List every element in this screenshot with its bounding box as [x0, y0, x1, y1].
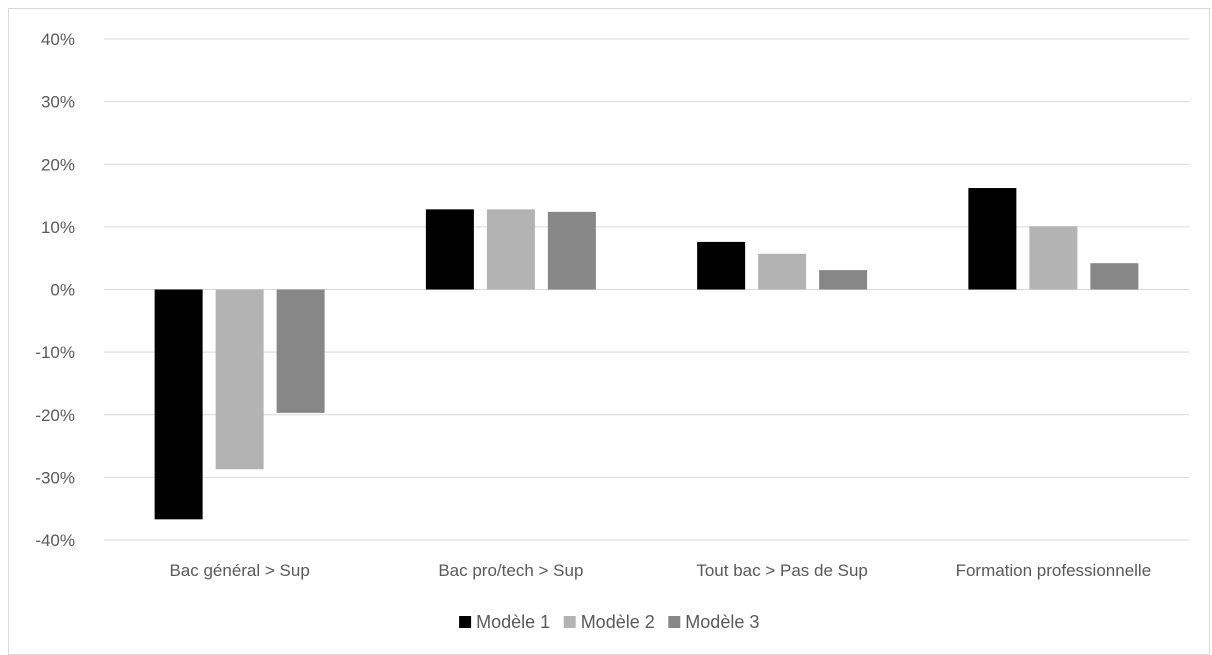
y-tick-label: 10% [41, 218, 75, 237]
bar [486, 209, 535, 290]
gridlines [104, 38, 1189, 541]
bar [215, 289, 264, 470]
bar [758, 253, 807, 290]
bar [968, 188, 1017, 290]
y-tick-label: -40% [35, 531, 75, 550]
y-axis-ticks: 40% 30% 20% 10% 0% -10% -20% -30% -40% [35, 30, 75, 550]
bar-chart: 40% 30% 20% 10% 0% -10% -20% -30% -40% Bac génér… [35, 30, 1189, 632]
y-tick-label: 0% [50, 281, 75, 300]
bar [697, 241, 746, 290]
category-label: Bac pro/tech > Sup [438, 561, 583, 580]
y-tick-label: -30% [35, 468, 75, 487]
legend-label: Modèle 2 [581, 612, 655, 632]
bar [1029, 226, 1078, 290]
legend-swatch [563, 616, 576, 628]
legend: Modèle 1 Modèle 2 Modèle 3 [459, 612, 759, 632]
y-tick-label: -20% [35, 406, 75, 425]
bar [1090, 263, 1139, 290]
bar [276, 289, 325, 413]
y-tick-label: -10% [35, 343, 75, 362]
legend-swatch [459, 616, 472, 628]
bar [547, 211, 596, 290]
x-axis-categories: Bac général > Sup Bac pro/tech > Sup Tout … [169, 561, 1151, 580]
chart-frame: 40% 30% 20% 10% 0% -10% -20% -30% -40% Bac génér… [8, 8, 1210, 655]
category-label: Formation professionnelle [956, 561, 1152, 580]
category-label: Tout bac > Pas de Sup [696, 561, 868, 580]
legend-swatch [668, 616, 681, 628]
bar [425, 209, 474, 290]
y-tick-label: 30% [41, 93, 75, 112]
legend-label: Modèle 1 [476, 612, 550, 632]
y-tick-label: 20% [41, 155, 75, 174]
legend-label: Modèle 3 [685, 612, 759, 632]
bar [154, 289, 203, 520]
y-tick-label: 40% [41, 30, 75, 49]
category-label: Bac général > Sup [169, 561, 309, 580]
bars [154, 188, 1139, 520]
bar [819, 270, 868, 290]
